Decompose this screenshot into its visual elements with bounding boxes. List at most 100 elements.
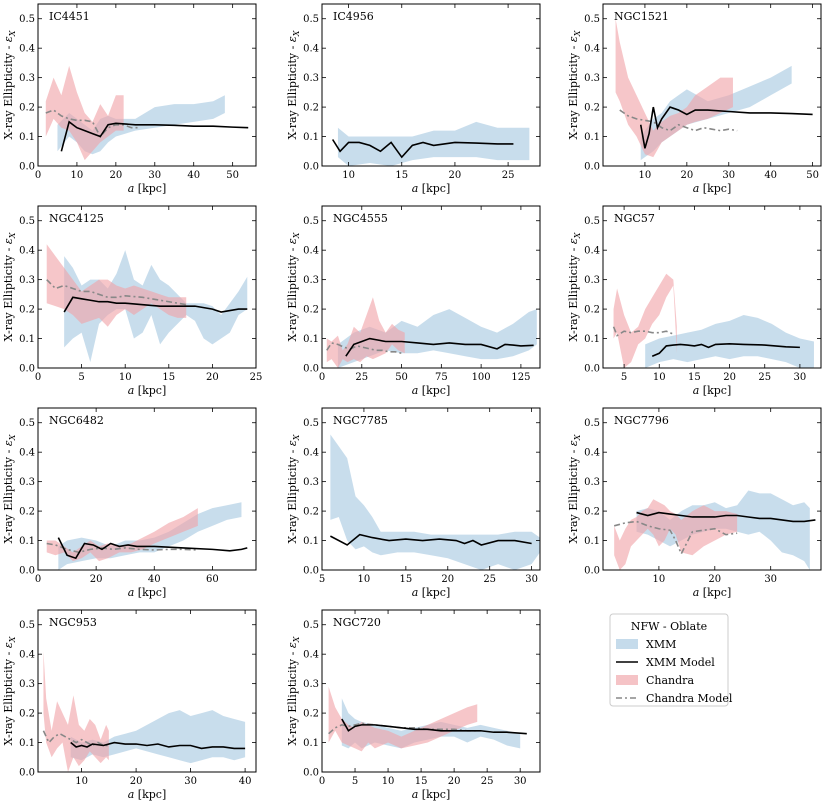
y-tick-label: 0.1 xyxy=(584,536,600,547)
plot-area xyxy=(330,434,540,570)
x-tick-label: 10 xyxy=(342,170,355,181)
chandra-band xyxy=(46,244,187,327)
x-tick-label: 20 xyxy=(708,574,721,585)
y-tick-label: 0.1 xyxy=(303,132,319,143)
legend-box xyxy=(609,613,729,707)
x-tick-label: 25 xyxy=(758,372,771,383)
y-axis-label: X-ray Ellipticity - εX xyxy=(286,30,301,139)
x-tick-label: 5 xyxy=(319,574,325,585)
chandra-model-line xyxy=(328,722,478,735)
panel-ngc1521: 10 20 30 40 50 0.0 0.1 0.2 0.3 0.4 0.5 NGC1521 a [kp… xyxy=(567,3,822,195)
y-tick-label: 0.0 xyxy=(19,768,35,779)
panel-title: NGC1521 xyxy=(614,10,669,23)
x-axis-label: a [kpc] xyxy=(693,384,732,397)
x-tick-label: 40 xyxy=(148,574,161,585)
legend-xmm-model-label: XMM Model xyxy=(646,656,715,669)
y-tick-label: 0.1 xyxy=(19,334,35,345)
xmm-band xyxy=(636,490,810,570)
y-axis-label: X-ray Ellipticity - εX xyxy=(286,434,301,543)
x-tick-label: 20 xyxy=(130,776,143,787)
plot-area xyxy=(331,121,530,166)
y-tick-label: 0.4 xyxy=(19,44,35,55)
y-tick-label: 0.4 xyxy=(19,246,35,257)
plot-area xyxy=(615,18,813,161)
axes-frame xyxy=(37,407,257,571)
x-axis-label: a [kpc] xyxy=(412,788,451,801)
x-axis-label: a [kpc] xyxy=(412,182,451,195)
legend-xmm-swatch xyxy=(616,639,638,649)
y-tick-label: 0.3 xyxy=(19,679,35,690)
x-tick-label: 20 xyxy=(441,574,454,585)
y-tick-label: 0.5 xyxy=(303,14,319,25)
y-tick-label: 0.2 xyxy=(303,507,319,518)
y-tick-label: 0.2 xyxy=(303,709,319,720)
x-tick-label: 20 xyxy=(723,372,736,383)
panel-ngc720: 0 5 10 15 20 25 30 0.0 0.1 0.2 0.3 0.4 0.5 NGC720 a [k… xyxy=(286,609,541,801)
x-tick-label: 40 xyxy=(187,170,200,181)
x-tick-label: 20 xyxy=(680,170,693,181)
chandra-model-line xyxy=(326,342,402,355)
panel-ngc4125: 0 5 10 15 20 25 0.0 0.1 0.2 0.3 0.4 0.5 NGC4125 a [kp… xyxy=(2,205,262,397)
y-axis-label: X-ray Ellipticity - εX xyxy=(2,636,17,745)
x-tick-label: 30 xyxy=(722,170,735,181)
y-tick-label: 0.5 xyxy=(19,418,35,429)
panel-ngc6482: 0 20 40 60 0.0 0.1 0.2 0.3 0.4 0.5 NGC6482 a [kpc] X… xyxy=(2,407,257,599)
y-tick-label: 0.3 xyxy=(584,73,600,84)
xmm-model-line xyxy=(331,139,514,159)
y-tick-label: 0.2 xyxy=(19,709,35,720)
chandra-band xyxy=(43,651,109,772)
x-tick-label: 60 xyxy=(206,574,219,585)
x-tick-label: 5 xyxy=(621,372,627,383)
x-tick-label: 25 xyxy=(483,574,496,585)
x-tick-label: 20 xyxy=(449,170,462,181)
y-tick-label: 0.2 xyxy=(303,305,319,316)
plot-area xyxy=(45,65,249,161)
y-tick-label: 0.5 xyxy=(584,14,600,25)
panel-ngc4555: 0 25 50 75 100 125 0.0 0.1 0.2 0.3 0.4 0.5 NGC4555 a … xyxy=(286,205,541,397)
x-tick-label: 25 xyxy=(502,170,515,181)
chandra-model-line xyxy=(613,520,738,556)
xmm-model-line xyxy=(651,343,800,357)
y-tick-label: 0.3 xyxy=(303,73,319,84)
chandra-model-line xyxy=(42,730,109,747)
y-tick-label: 0.0 xyxy=(584,566,600,577)
x-tick-label: 0 xyxy=(35,170,41,181)
panel-title: NGC4125 xyxy=(49,212,104,225)
axes-frame xyxy=(321,205,541,369)
x-axis-label: a [kpc] xyxy=(693,182,732,195)
y-tick-label: 0.3 xyxy=(584,275,600,286)
y-tick-label: 0.2 xyxy=(303,103,319,114)
x-axis-label: a [kpc] xyxy=(412,384,451,397)
y-tick-label: 0.0 xyxy=(584,364,600,375)
y-tick-label: 0.1 xyxy=(584,334,600,345)
legend-chandra-model-label: Chandra Model xyxy=(646,692,733,705)
y-axis-label: X-ray Ellipticity - εX xyxy=(567,30,582,139)
xmm-band xyxy=(645,314,814,368)
y-axis-label: X-ray Ellipticity - εX xyxy=(567,232,582,341)
y-tick-label: 0.1 xyxy=(19,738,35,749)
panel-ic4451: 0 10 20 30 40 50 0.0 0.1 0.2 0.3 0.4 0.5 IC4451 a [kp… xyxy=(2,3,257,195)
panel-title: NGC953 xyxy=(49,616,97,629)
axes-frame xyxy=(37,3,257,167)
x-tick-label: 15 xyxy=(399,574,412,585)
y-tick-label: 0.3 xyxy=(19,477,35,488)
xmm-model-line xyxy=(57,537,248,560)
xmm-model-line xyxy=(330,533,532,546)
y-tick-label: 0.5 xyxy=(303,620,319,631)
x-tick-label: 0 xyxy=(319,372,325,383)
x-tick-label: 15 xyxy=(415,776,428,787)
x-tick-label: 100 xyxy=(472,372,491,383)
x-tick-label: 15 xyxy=(688,372,701,383)
x-axis-label: a [kpc] xyxy=(128,384,167,397)
y-tick-label: 0.4 xyxy=(19,650,35,661)
x-tick-label: 10 xyxy=(358,574,371,585)
chandra-band xyxy=(613,273,677,368)
x-tick-label: 30 xyxy=(525,574,538,585)
y-tick-label: 0.2 xyxy=(584,103,600,114)
y-tick-label: 0.1 xyxy=(19,536,35,547)
panel-ngc7796: 10 20 30 0.0 0.1 0.2 0.3 0.4 0.5 NGC7796 a [kpc] X-… xyxy=(567,407,822,599)
x-axis-label: a [kpc] xyxy=(412,586,451,599)
y-tick-label: 0.3 xyxy=(303,275,319,286)
y-tick-label: 0.2 xyxy=(584,305,600,316)
plot-area xyxy=(46,502,248,570)
